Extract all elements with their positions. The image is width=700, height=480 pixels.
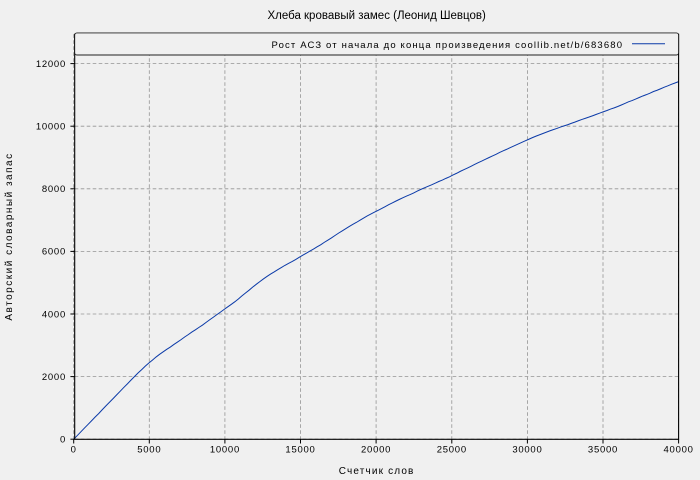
svg-text:6000: 6000 [42,247,66,258]
svg-text:12000: 12000 [36,59,66,70]
svg-text:10000: 10000 [210,445,240,456]
svg-text:Хлеба кровавый замес (Леонид Ш: Хлеба кровавый замес (Леонид Шевцов) [267,10,486,22]
svg-text:Счетчик слов: Счетчик слов [339,466,415,477]
svg-text:35000: 35000 [588,445,618,456]
svg-text:8000: 8000 [42,184,66,195]
svg-text:2000: 2000 [42,372,66,383]
svg-text:10000: 10000 [36,122,66,133]
svg-text:5000: 5000 [137,445,161,456]
svg-text:Авторский словарный запас: Авторский словарный запас [4,152,15,320]
svg-text:15000: 15000 [285,445,315,456]
svg-text:Рост АСЗ от начала до конца пр: Рост АСЗ от начала до конца произведения… [272,40,624,51]
svg-text:20000: 20000 [361,445,391,456]
svg-text:25000: 25000 [437,445,467,456]
svg-text:30000: 30000 [512,445,542,456]
svg-text:4000: 4000 [42,309,66,320]
svg-text:0: 0 [71,445,77,456]
svg-text:0: 0 [60,435,66,446]
svg-text:40000: 40000 [664,445,694,456]
